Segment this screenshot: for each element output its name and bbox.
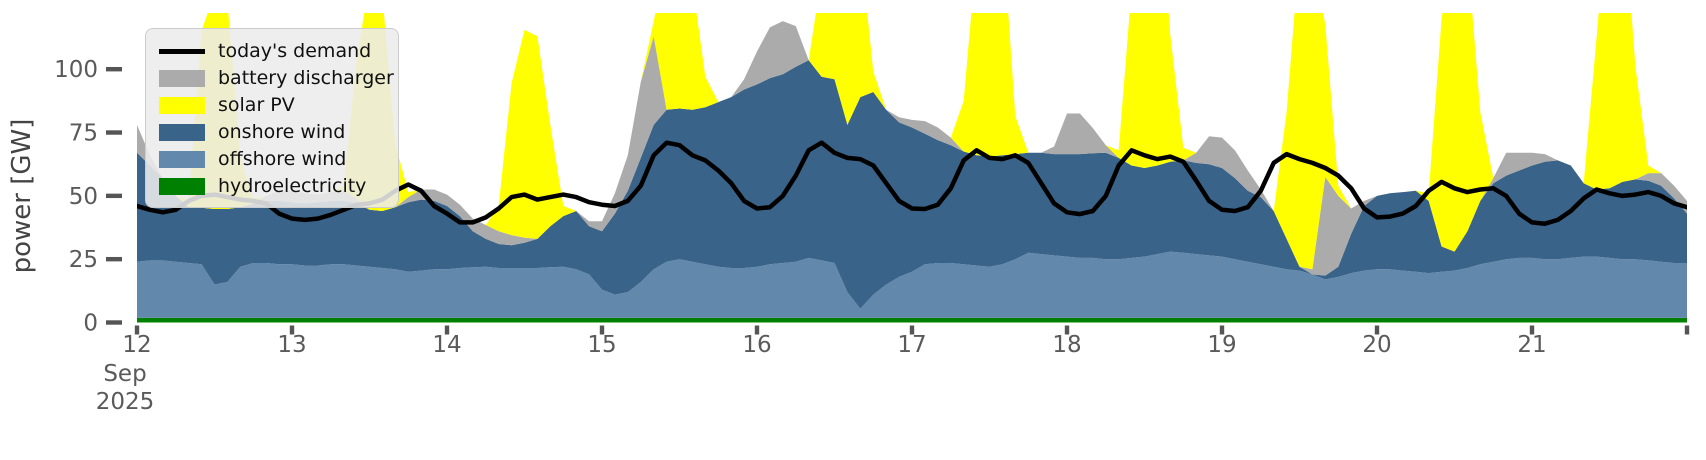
legend-label: offshore wind [218, 148, 347, 170]
legend-item-hydro: hydroelectricity [146, 173, 398, 200]
legend: today's demand battery discharger solar … [145, 28, 399, 208]
y-tick-mark [106, 256, 122, 262]
legend-item-solar: solar PV [146, 92, 398, 119]
battery-swatch [159, 70, 205, 87]
y-tick-label: 75 [69, 121, 98, 147]
legend-label: hydroelectricity [218, 175, 367, 197]
y-tick-label: 50 [69, 184, 98, 210]
hydro-swatch [159, 178, 205, 195]
legend-item-offshore: offshore wind [146, 146, 398, 173]
onshore-swatch [159, 124, 205, 141]
x-year-label: 2025 [96, 389, 155, 415]
legend-item-onshore: onshore wind [146, 119, 398, 146]
x-tick-label: 13 [277, 332, 306, 358]
y-tick-label: 0 [83, 311, 98, 337]
y-axis-label: power [GW] [7, 119, 37, 274]
x-tick-mark [289, 325, 295, 335]
area-solar-pv [137, 13, 1687, 270]
y-tick-mark [106, 130, 122, 135]
x-tick-label: 17 [897, 332, 926, 358]
area-hydroelectricity [137, 317, 1687, 323]
x-tick-label: 20 [1362, 332, 1391, 358]
x-tick-label: 14 [432, 332, 461, 358]
x-tick-label: 16 [742, 332, 771, 358]
x-tick-mark [134, 325, 140, 335]
x-tick-label: 18 [1052, 332, 1081, 358]
y-tick-mark [106, 67, 122, 72]
y-tick-mark [106, 320, 122, 325]
x-tick-mark [1374, 325, 1380, 335]
x-tick-label: 21 [1517, 332, 1546, 358]
x-month-label: Sep [103, 361, 146, 387]
x-tick-mark [1219, 325, 1225, 335]
x-tick-mark [1684, 325, 1690, 335]
legend-label: solar PV [218, 94, 295, 116]
legend-item-battery: battery discharger [146, 65, 398, 92]
x-tick-label: 19 [1207, 332, 1236, 358]
x-tick-label: 15 [587, 332, 616, 358]
x-tick-mark [599, 325, 605, 335]
solar-swatch [159, 97, 205, 114]
x-tick-mark [754, 325, 760, 335]
x-tick-mark [1529, 325, 1535, 335]
y-tick-label: 100 [54, 57, 98, 83]
x-tick-mark [909, 325, 915, 335]
area-onshore-wind [137, 60, 1687, 309]
legend-label: onshore wind [218, 121, 346, 143]
legend-label: battery discharger [218, 67, 394, 89]
x-tick-mark [444, 325, 450, 335]
legend-item-demand: today's demand [146, 38, 398, 65]
x-tick-mark [1064, 325, 1070, 335]
legend-label: today's demand [218, 40, 372, 62]
area-offshore-wind [137, 251, 1687, 318]
x-tick-label: 12 [122, 332, 151, 358]
y-tick-mark [106, 193, 122, 199]
y-tick-label: 25 [69, 247, 98, 273]
offshore-swatch [159, 151, 205, 168]
demand-line-swatch [159, 49, 205, 54]
